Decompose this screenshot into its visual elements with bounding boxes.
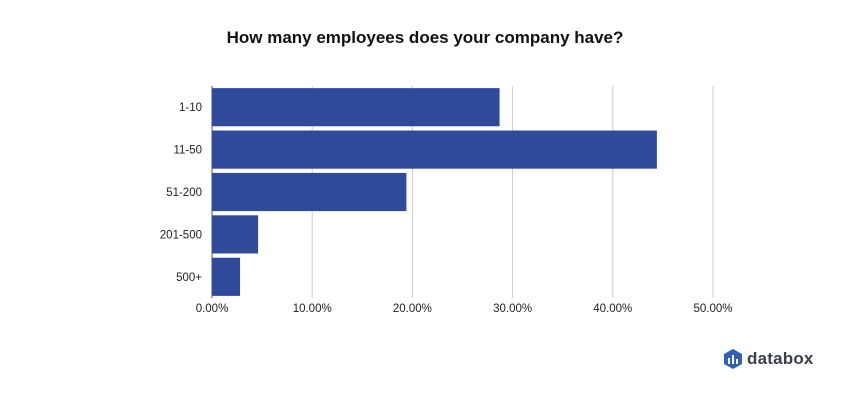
x-tick-label: 0.00% (196, 303, 229, 315)
bars (212, 88, 657, 296)
category-label: 500+ (176, 272, 202, 284)
x-tick-label: 40.00% (593, 303, 632, 315)
category-label: 1-10 (179, 102, 202, 114)
databox-logo: databox (723, 348, 814, 370)
bar (212, 88, 500, 127)
category-labels: 1-10 11-50 51-200 201-500 500+ (160, 102, 202, 284)
x-tick-label: 50.00% (693, 303, 732, 315)
bar (212, 215, 259, 254)
category-label: 11-50 (173, 145, 202, 157)
bar (212, 130, 657, 169)
category-label: 51-200 (166, 187, 202, 199)
chart-title: How many employees does your company hav… (226, 28, 624, 47)
bar (212, 172, 407, 212)
x-tick-label: 30.00% (493, 303, 532, 315)
x-tick-label: 20.00% (393, 303, 432, 315)
databox-icon (724, 349, 742, 369)
bar (212, 257, 241, 296)
brand-name: databox (747, 349, 814, 368)
x-tick-label: 10.00% (293, 303, 332, 315)
category-label: 201-500 (160, 229, 202, 241)
tick-labels: 0.00% 10.00% 20.00% 30.00% 40.00% 50.00% (196, 303, 733, 315)
